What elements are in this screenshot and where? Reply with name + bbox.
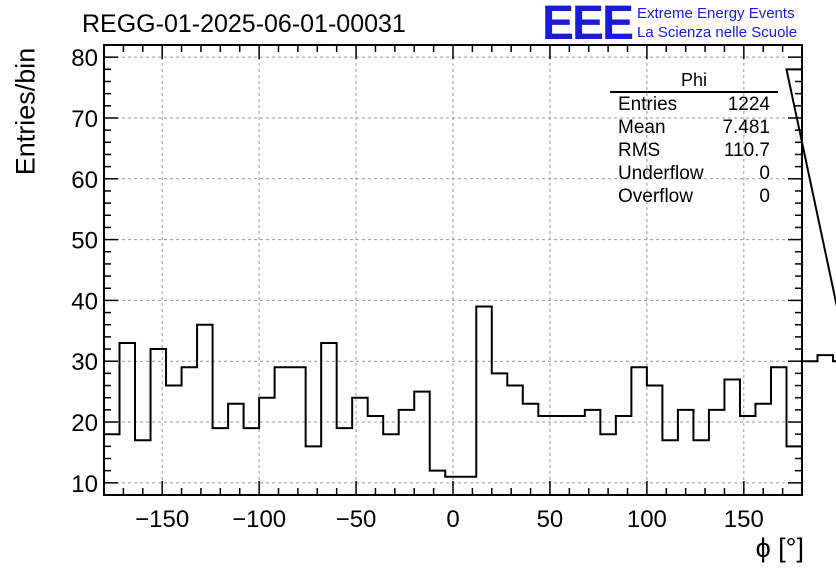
histogram-bin [631,367,647,495]
y-tick-label: 30 [71,349,98,376]
histogram-bin [647,386,663,495]
y-tick-label: 40 [71,288,98,315]
histogram-bin [507,386,523,495]
histogram-bin [182,367,198,495]
histogram-bin [259,398,275,495]
histogram-bin [616,416,632,495]
x-tick-label: −50 [336,506,377,533]
histogram-outline [103,68,836,495]
histogram-bin [569,416,585,495]
x-tick-label: −150 [135,506,189,533]
histogram-bin [476,306,492,495]
stats-label: Mean [618,117,666,138]
logo-caption: Extreme Energy Events La Scienza nelle S… [637,4,797,42]
stats-value: 110.7 [723,140,770,161]
histogram-bin [709,410,725,495]
histogram-bin [600,434,616,495]
histogram-bin [818,355,834,495]
histogram-bin [120,343,136,495]
x-tick-label: 0 [446,506,459,533]
stats-value: 0 [759,186,770,207]
histogram-bin [275,367,291,495]
x-tick-label: 100 [627,506,667,533]
y-tick-label: 60 [71,167,98,194]
y-tick-label: 50 [71,228,98,255]
eee-logo: EEE [542,0,634,50]
stats-value: 0 [759,163,770,184]
stats-label: Underflow [618,163,704,184]
logo-caption-line1: Extreme Energy Events [637,5,795,22]
logo-caption-line2: La Scienza nelle Scuole [637,24,798,41]
stats-label: RMS [618,140,661,161]
stats-value: 1224 [727,94,770,115]
stats-row: Overflow 0 [610,185,778,208]
y-tick-label: 10 [71,471,98,498]
histogram-bin [693,440,709,495]
histogram-bin [771,367,787,495]
histogram-bin [166,386,182,495]
histogram-bin [678,410,694,495]
stats-row: RMS 110.7 [610,139,778,162]
stats-title: Phi [610,70,778,93]
histogram-bin [492,373,508,495]
x-tick-label: 150 [724,506,764,533]
stats-row: Underflow 0 [610,162,778,185]
histogram-bin [321,343,337,495]
histogram-bin [244,428,260,495]
histogram-bin [585,410,601,495]
histogram-bin [414,392,430,495]
chart-title: REGG-01-2025-06-01-00031 [82,10,406,38]
x-tick-label: −100 [232,506,286,533]
histogram-bin [755,404,771,495]
histogram-bin [213,428,229,495]
histogram-bin [352,398,368,495]
histogram-bin [197,325,213,495]
stats-row: Mean 7.481 [610,116,778,139]
stats-value: 7.481 [722,117,770,138]
x-tick-label: 50 [537,506,564,533]
y-tick-label: 70 [71,106,98,133]
stats-label: Overflow [618,186,693,207]
histogram-bin [306,446,322,495]
histogram-bin [461,477,477,495]
stats-row: Entries 1224 [610,93,778,116]
histogram-bin [337,428,353,495]
histogram-bin [523,404,539,495]
histogram-bin [724,379,740,495]
histogram-bin [399,410,415,495]
histogram-bin [135,440,151,495]
histogram-bin [662,440,678,495]
histogram-bin [383,434,399,495]
histogram-bin [290,367,306,495]
histogram-bin [538,416,554,495]
y-axis-label: Entries/bin [10,47,41,176]
stats-box: Phi Entries 1224 Mean 7.481 RMS 110.7 Under… [610,70,778,208]
histogram-bin [104,434,120,495]
y-tick-label: 80 [71,45,98,72]
histogram-bin [228,404,244,495]
y-tick-label: 20 [71,410,98,437]
x-axis-label: ϕ [°] [755,533,804,563]
stats-label: Entries [618,94,678,115]
histogram-bin [802,361,818,495]
